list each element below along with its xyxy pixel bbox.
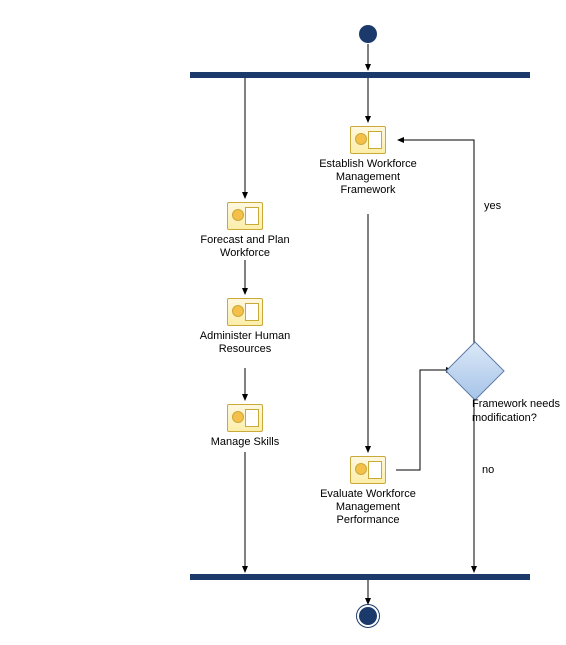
activity-evaluate: Evaluate Workforce Management Performanc… [318, 456, 418, 528]
activity-establish: Establish Workforce Management Framework [318, 126, 418, 198]
edge-label-no: no [482, 464, 494, 476]
start-node [359, 25, 377, 43]
activity-icon [350, 126, 386, 154]
activity-manage: Manage Skills [195, 404, 295, 449]
activity-label: Administer Human Resources [195, 330, 295, 356]
activity-administer: Administer Human Resources [195, 298, 295, 356]
activity-label: Establish Workforce Management Framework [318, 158, 418, 198]
edge-label-yes: yes [484, 200, 501, 212]
end-node [359, 607, 377, 625]
decision-label: Framework needs modification? [472, 398, 562, 426]
activity-label: Evaluate Workforce Management Performanc… [318, 488, 418, 528]
activity-label: Manage Skills [195, 436, 295, 449]
flowchart-canvas: Establish Workforce Management Framework… [0, 0, 566, 645]
activity-icon [227, 404, 263, 432]
activity-icon [350, 456, 386, 484]
activity-icon [227, 298, 263, 326]
activity-label: Forecast and Plan Workforce [195, 234, 295, 260]
activity-icon [227, 202, 263, 230]
activity-forecast: Forecast and Plan Workforce [195, 202, 295, 260]
fork-bar [190, 72, 530, 78]
join-bar [190, 574, 530, 580]
